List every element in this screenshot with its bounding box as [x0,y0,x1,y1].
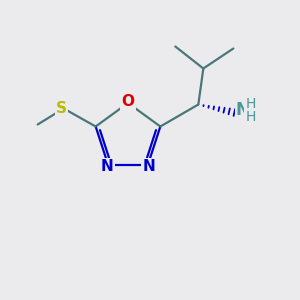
Text: N: N [142,159,155,174]
Text: H: H [245,98,256,112]
Text: N: N [100,159,113,174]
Text: N: N [236,101,249,119]
Text: O: O [122,94,134,110]
Text: S: S [56,101,67,116]
Text: H: H [245,110,256,124]
